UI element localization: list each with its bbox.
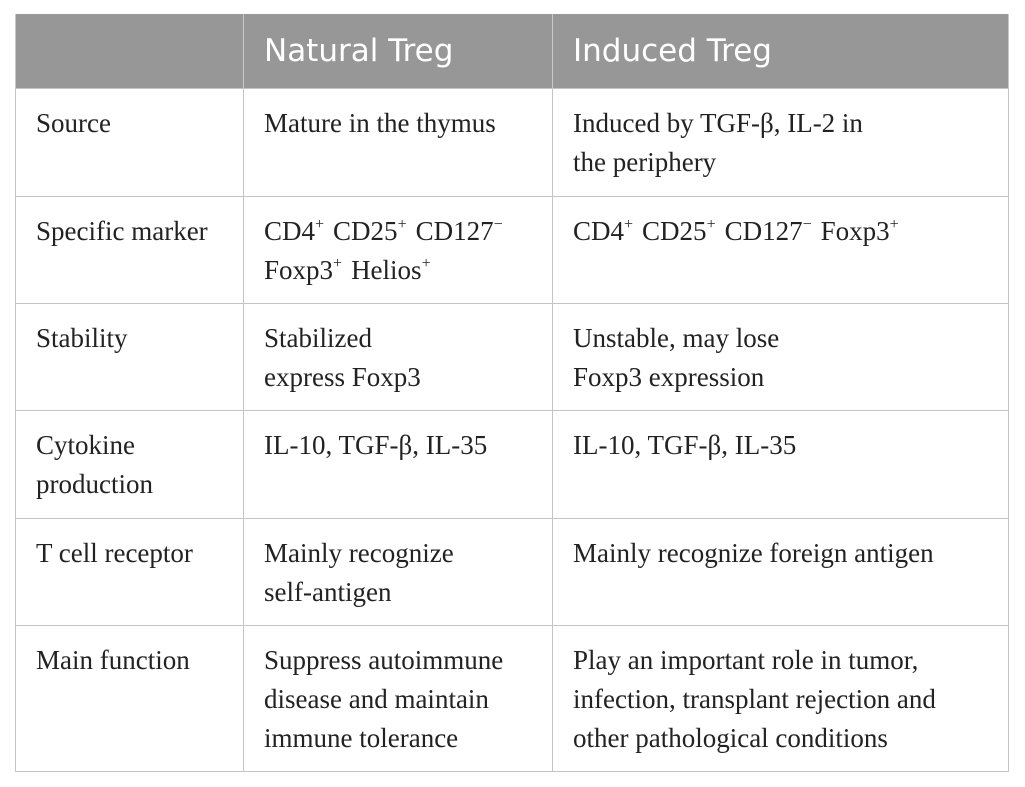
cell-text: Foxp3 expression: [573, 361, 765, 392]
cell-text: immune tolerance: [264, 722, 459, 753]
table-row-cytokine-production: Cytokine production IL-10, TGF-β, IL-35 …: [15, 409, 1009, 519]
row-label: Main function: [36, 644, 190, 675]
natural-cell: Mature in the thymus: [243, 87, 553, 197]
header-row: Natural Treg Induced Treg: [15, 14, 1009, 88]
cell-text: Unstable, may lose: [573, 322, 780, 353]
natural-cell: Suppress autoimmune disease and maintain…: [243, 624, 553, 772]
cell-text: infection, transplant rejection and: [573, 683, 936, 714]
marker-line: CD4+ CD25+ CD127− Foxp3+: [573, 212, 988, 251]
header-induced-treg: Induced Treg: [552, 14, 1009, 88]
cell-text: disease and maintain: [264, 683, 489, 714]
marker-foxp3: Foxp3+: [264, 254, 343, 285]
table-row-source: Source Mature in the thymus Induced by T…: [15, 87, 1009, 197]
cell-text: Play an important role in tumor,: [573, 644, 919, 675]
natural-cell: CD4+ CD25+ CD127− Foxp3+ Helios+: [243, 195, 553, 304]
cell-text: Mainly recognize foreign antigen: [573, 537, 934, 568]
cell-text: Suppress autoimmune: [264, 644, 504, 675]
marker-cd127: CD127−: [415, 215, 503, 246]
cell-text: IL-10, TGF-β, IL-35: [264, 429, 488, 460]
marker-foxp3: Foxp3+: [820, 215, 899, 246]
row-label: Stability: [36, 322, 128, 353]
table-row-main-function: Main function Suppress autoimmune diseas…: [15, 624, 1009, 772]
cell-text: Mainly recognize: [264, 537, 454, 568]
marker-cd4: CD4+: [264, 215, 325, 246]
induced-cell: Mainly recognize foreign antigen: [552, 517, 1009, 626]
marker-cd127: CD127−: [724, 215, 812, 246]
marker-line: CD4+ CD25+ CD127−: [264, 212, 532, 251]
cell-text: IL-10, TGF-β, IL-35: [573, 429, 797, 460]
row-label-cell: Stability: [15, 302, 244, 411]
row-label-cell: Source: [15, 87, 244, 197]
treg-comparison-table: Natural Treg Induced Treg Source Mature …: [15, 14, 1009, 772]
row-label: T cell receptor: [36, 537, 193, 568]
natural-cell: Stabilized express Foxp3: [243, 302, 553, 411]
induced-cell: Unstable, may lose Foxp3 expression: [552, 302, 1009, 411]
marker-cd25: CD25+: [642, 215, 716, 246]
row-label: Specific marker: [36, 215, 208, 246]
cell-text: Stabilized: [264, 322, 372, 353]
row-label: Cytokine: [36, 429, 135, 460]
row-label: Source: [36, 107, 111, 138]
row-label-cell: Main function: [15, 624, 244, 772]
marker-line: Foxp3+ Helios+: [264, 251, 532, 290]
marker-helios: Helios+: [351, 254, 431, 285]
table-row-t-cell-receptor: T cell receptor Mainly recognize self-an…: [15, 517, 1009, 626]
marker-cd25: CD25+: [333, 215, 407, 246]
cell-text: Mature in the thymus: [264, 107, 496, 138]
row-label: production: [36, 468, 153, 499]
natural-cell: Mainly recognize self-antigen: [243, 517, 553, 626]
table-row-specific-marker: Specific marker CD4+ CD25+ CD127− Foxp3+ He…: [15, 195, 1009, 304]
induced-cell: Induced by TGF-β, IL-2 in the periphery: [552, 87, 1009, 197]
cell-text: the periphery: [573, 146, 717, 177]
induced-cell: Play an important role in tumor, infecti…: [552, 624, 1009, 772]
marker-cd4: CD4+: [573, 215, 634, 246]
header-empty-cell: [15, 14, 244, 88]
row-label-cell: Cytokine production: [15, 409, 244, 519]
cell-text: self-antigen: [264, 576, 392, 607]
header-natural-treg: Natural Treg: [243, 14, 553, 88]
row-label-cell: Specific marker: [15, 195, 244, 304]
row-label-cell: T cell receptor: [15, 517, 244, 626]
cell-text: Induced by TGF-β, IL-2 in: [573, 107, 863, 138]
cell-text: other pathological conditions: [573, 722, 888, 753]
natural-cell: IL-10, TGF-β, IL-35: [243, 409, 553, 519]
table-row-stability: Stability Stabilized express Foxp3 Unsta…: [15, 302, 1009, 411]
induced-cell: IL-10, TGF-β, IL-35: [552, 409, 1009, 519]
cell-text: express Foxp3: [264, 361, 421, 392]
induced-cell: CD4+ CD25+ CD127− Foxp3+: [552, 195, 1009, 304]
